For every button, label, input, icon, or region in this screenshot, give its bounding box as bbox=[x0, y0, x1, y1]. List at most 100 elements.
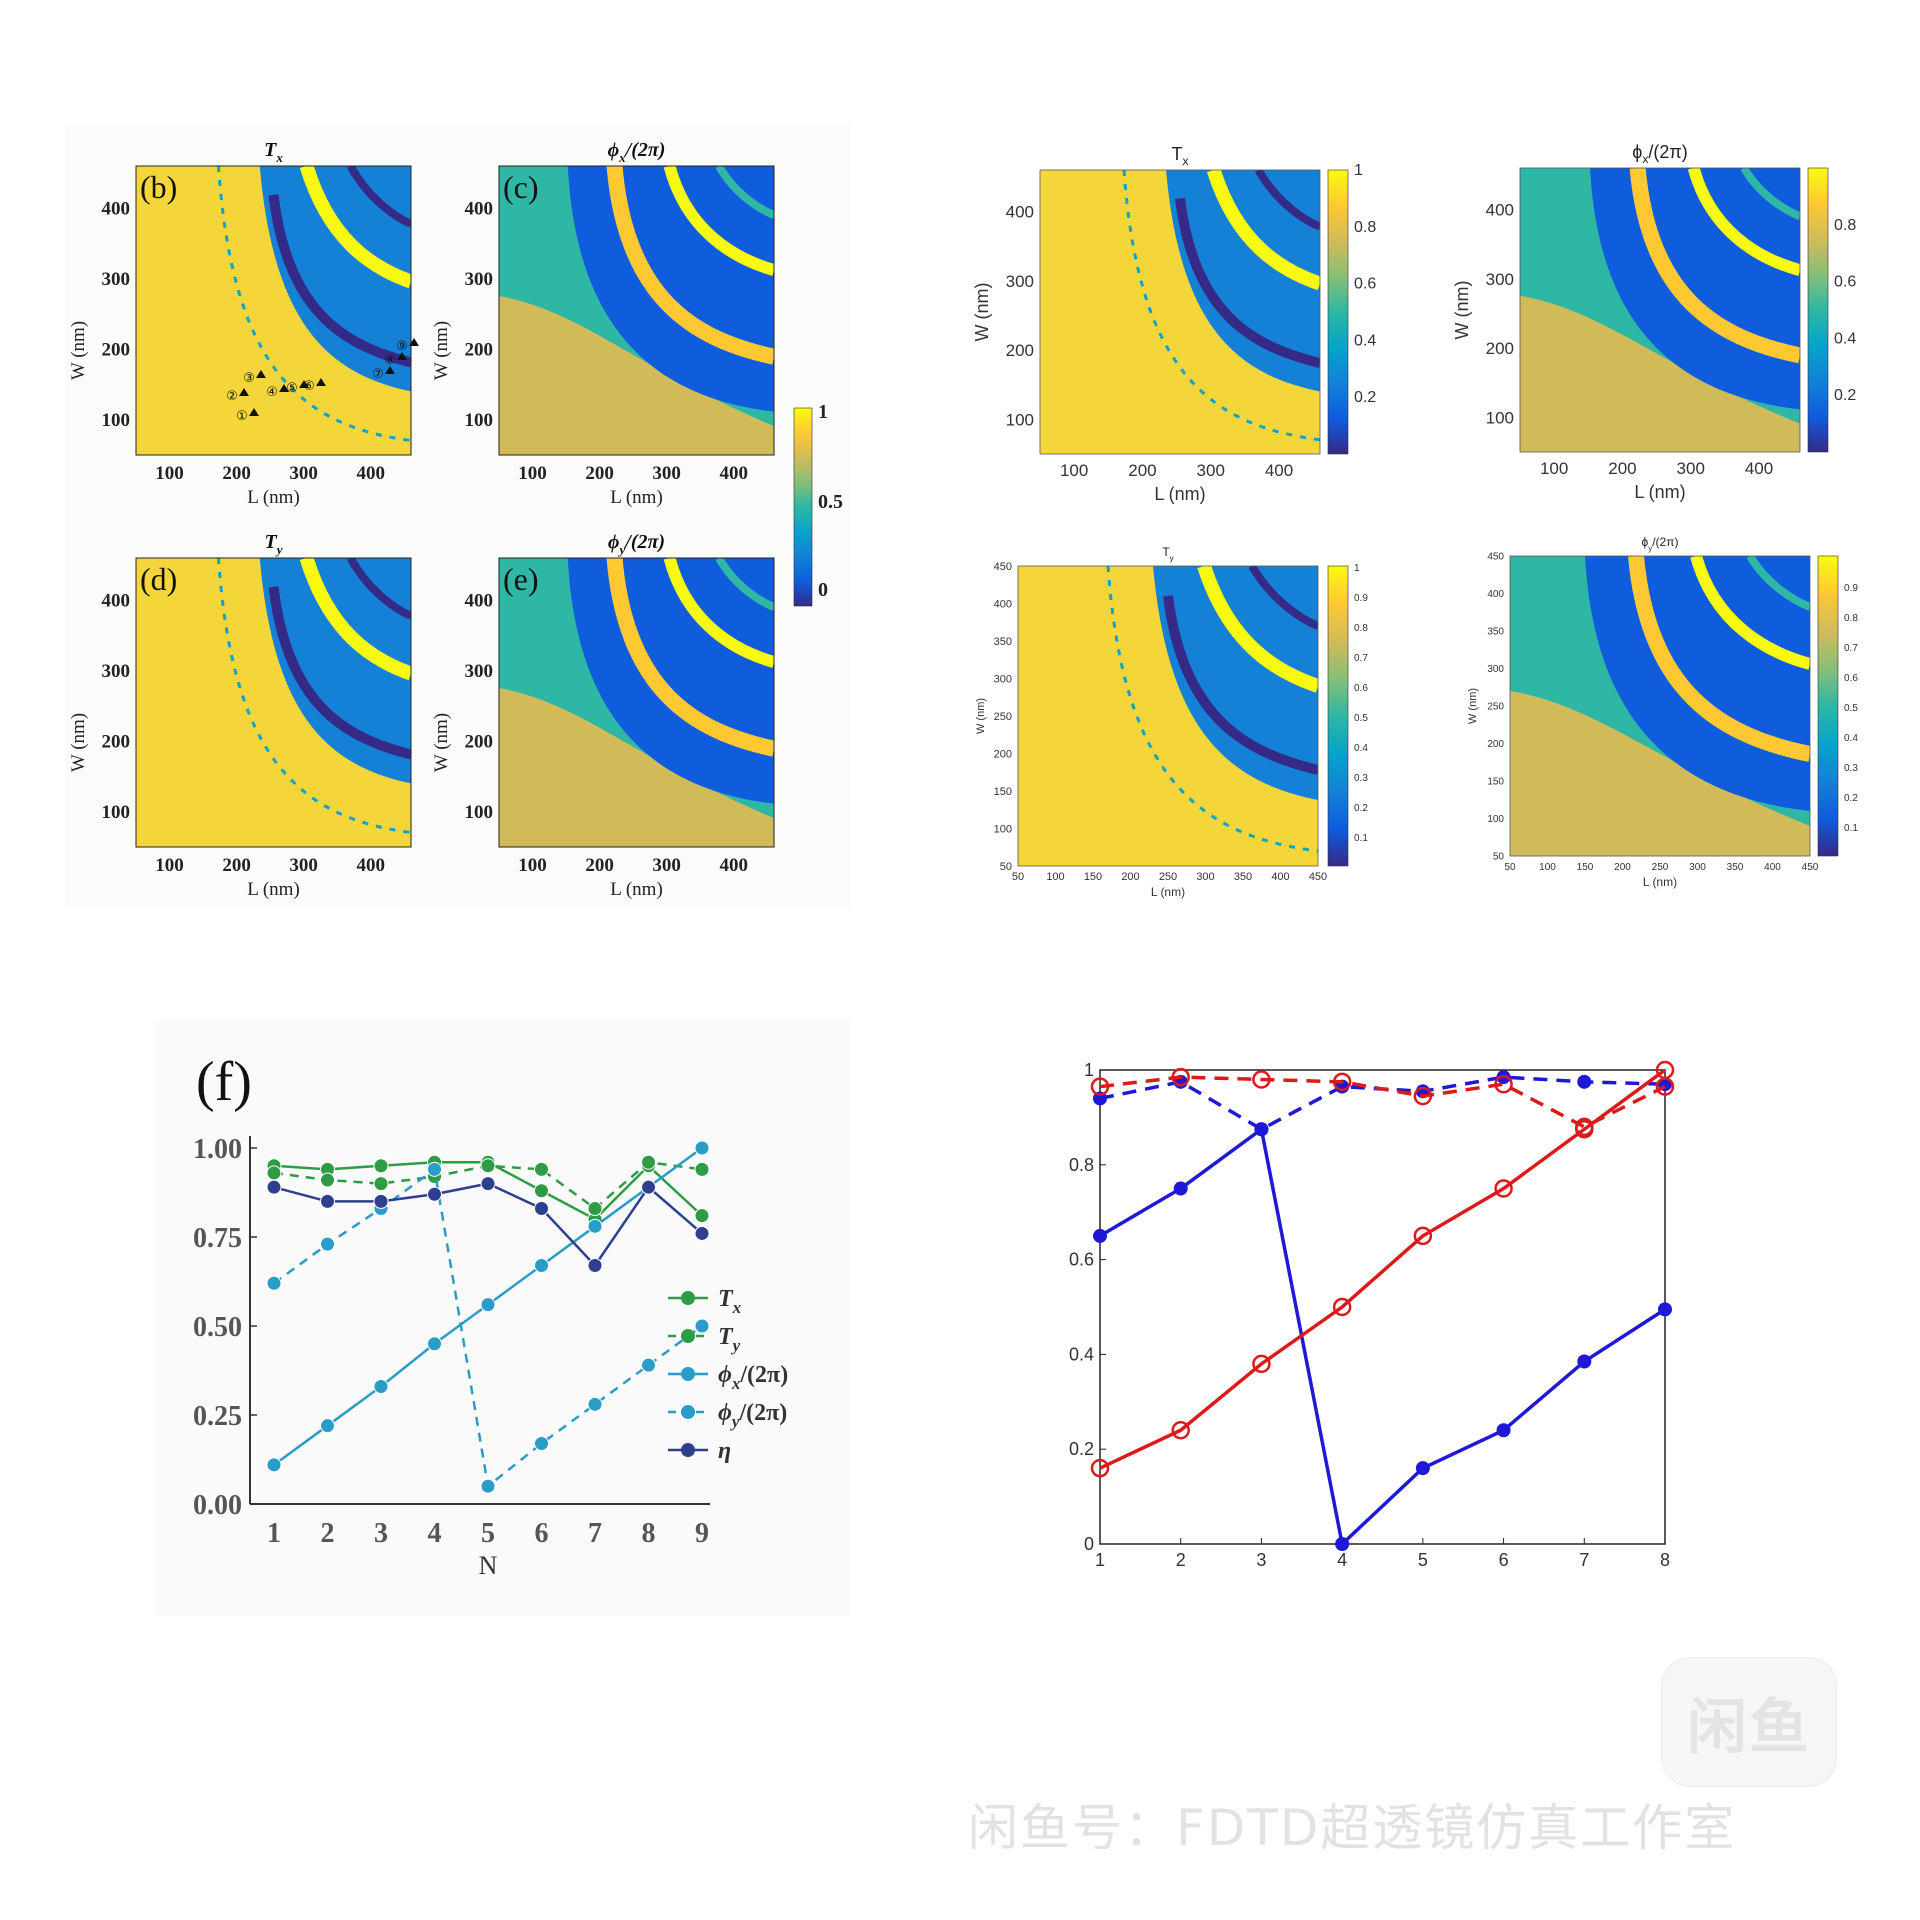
legend-label-main: T bbox=[718, 1324, 734, 1350]
y-tick-label: 100 bbox=[1486, 408, 1514, 427]
data-point bbox=[1658, 1302, 1672, 1317]
heatmap-band bbox=[1254, 170, 1320, 231]
legend-marker bbox=[681, 1443, 695, 1457]
heatmap-region bbox=[499, 296, 774, 455]
x-tick-label: 400 bbox=[720, 855, 749, 876]
x-tick-label: 100 bbox=[1046, 871, 1064, 883]
x-tick-label: 400 bbox=[1271, 871, 1289, 883]
series-line-2 bbox=[1099, 1068, 1667, 1470]
data-point bbox=[1093, 1228, 1107, 1243]
x-tick-label: 450 bbox=[1802, 862, 1819, 873]
heatmap-band bbox=[663, 166, 774, 276]
panel-title: ϕx/(2π) bbox=[608, 139, 666, 165]
y-tick-label: 200 bbox=[1006, 341, 1034, 360]
y-axis-label: W (nm) bbox=[431, 321, 452, 380]
x-tick-label: 300 bbox=[652, 855, 681, 876]
plot-frame bbox=[498, 557, 775, 848]
x-axis-label: L (nm) bbox=[247, 879, 300, 900]
x-tick-label: 5 bbox=[1418, 1550, 1428, 1570]
heatmap-T bbox=[1040, 170, 1320, 454]
heatmap-phi bbox=[499, 166, 774, 455]
x-tick-label: 100 bbox=[155, 855, 184, 876]
panel-title: Tx bbox=[1172, 144, 1189, 168]
y-tick-label: 0.00 bbox=[193, 1490, 242, 1521]
colorbar-tick: 0.4 bbox=[1354, 743, 1368, 754]
x-tick-label: 300 bbox=[1689, 862, 1706, 873]
panel-title-suffix: /(2π) bbox=[1648, 142, 1687, 162]
x-tick-label: 150 bbox=[1577, 862, 1594, 873]
colorbar-tick: 0.2 bbox=[1354, 389, 1376, 406]
colorbar-tick: 0.8 bbox=[1354, 219, 1376, 236]
y-tick-label: 250 bbox=[994, 711, 1012, 723]
data-point bbox=[480, 1176, 496, 1192]
panel-title: Ty bbox=[1162, 545, 1173, 563]
panel-title-main: ϕ bbox=[1632, 142, 1642, 162]
y-tick-label: 300 bbox=[465, 661, 494, 682]
data-point bbox=[266, 1165, 282, 1181]
data-point bbox=[1494, 1179, 1513, 1198]
data-point bbox=[320, 1172, 335, 1188]
x-tick-label: 200 bbox=[1121, 871, 1139, 883]
colorbar-tick: 0.6 bbox=[1834, 274, 1856, 291]
legend-marker bbox=[681, 1291, 695, 1305]
plot-frame bbox=[135, 557, 412, 848]
y-tick-label: 100 bbox=[102, 802, 131, 823]
data-point bbox=[1173, 1181, 1188, 1196]
y-tick-label: 150 bbox=[994, 786, 1012, 798]
legend-label-suffix: /(2π) bbox=[738, 1400, 787, 1426]
data-point bbox=[1655, 1077, 1675, 1096]
data-point bbox=[1335, 1537, 1350, 1551]
marker-label: ① bbox=[236, 409, 248, 424]
heatmap-region bbox=[1520, 295, 1800, 452]
panel-title: ϕy/(2π) bbox=[1641, 535, 1678, 553]
y-tick-label: 0.25 bbox=[193, 1401, 242, 1432]
heatmap-region bbox=[1166, 170, 1320, 392]
x-tick-label: 50 bbox=[1504, 862, 1516, 873]
colorbar-tick: 0.6 bbox=[1354, 276, 1376, 293]
heatmap-band bbox=[217, 558, 411, 835]
y-tick-label: 50 bbox=[1493, 852, 1505, 863]
x-axis-label: L (nm) bbox=[1154, 484, 1205, 504]
panel-title: ϕx/(2π) bbox=[1632, 142, 1688, 166]
panel-title-main: ϕ bbox=[608, 139, 620, 161]
x-tick-label: 150 bbox=[1084, 871, 1102, 883]
data-point bbox=[694, 1318, 710, 1334]
x-tick-label: 9 bbox=[695, 1518, 709, 1549]
panel-title-main: ϕ bbox=[1641, 535, 1648, 549]
legend-marker bbox=[681, 1405, 695, 1419]
legend-label-sub: y bbox=[731, 1336, 741, 1355]
panel-letter: (b) bbox=[140, 169, 177, 205]
colorbar-tick: 0.9 bbox=[1844, 583, 1858, 594]
left-heatmap-svg: Tx (b) 100 200 300 400 100 200 300 400 L (nm) W (nm… bbox=[68, 139, 843, 900]
x-tick-label: 8 bbox=[1660, 1550, 1670, 1570]
plot-frame bbox=[1039, 169, 1321, 455]
x-axis-label: L (nm) bbox=[610, 487, 663, 508]
y-tick-label: 300 bbox=[1487, 664, 1504, 675]
x-tick-label: 400 bbox=[1764, 862, 1781, 873]
colorbar-tick: 0.4 bbox=[1834, 330, 1856, 347]
marker-triangle bbox=[409, 338, 419, 346]
data-point bbox=[694, 1225, 710, 1241]
legend-label: η bbox=[718, 1438, 731, 1464]
heatmap-phi bbox=[499, 558, 774, 847]
panel-title-sub: x bbox=[275, 150, 283, 165]
data-point bbox=[534, 1161, 549, 1177]
y-tick-label: 300 bbox=[1486, 270, 1514, 289]
panel-title-sub: y bbox=[618, 542, 626, 557]
data-point bbox=[1415, 1461, 1430, 1476]
x-tick-label: 50 bbox=[1012, 871, 1024, 883]
data-point bbox=[266, 1275, 282, 1291]
y-tick-label: 400 bbox=[465, 198, 494, 219]
x-tick-label: 400 bbox=[1745, 459, 1773, 478]
watermark-text: 闲鱼号：FDTD超透镜仿真工作室 bbox=[968, 1799, 1737, 1857]
heatmap-band bbox=[347, 166, 411, 228]
y-tick-label: 0.2 bbox=[1069, 1439, 1094, 1459]
heatmap-band bbox=[299, 558, 411, 681]
colorbar-tick: 0.3 bbox=[1354, 773, 1368, 784]
y-tick-label: 350 bbox=[994, 636, 1012, 648]
data-point bbox=[587, 1201, 603, 1217]
panel-letter: (f) bbox=[196, 1051, 252, 1113]
data-point bbox=[1171, 1067, 1190, 1087]
x-tick-label: 7 bbox=[588, 1518, 602, 1549]
colorbar-tick: 0.5 bbox=[818, 491, 843, 513]
